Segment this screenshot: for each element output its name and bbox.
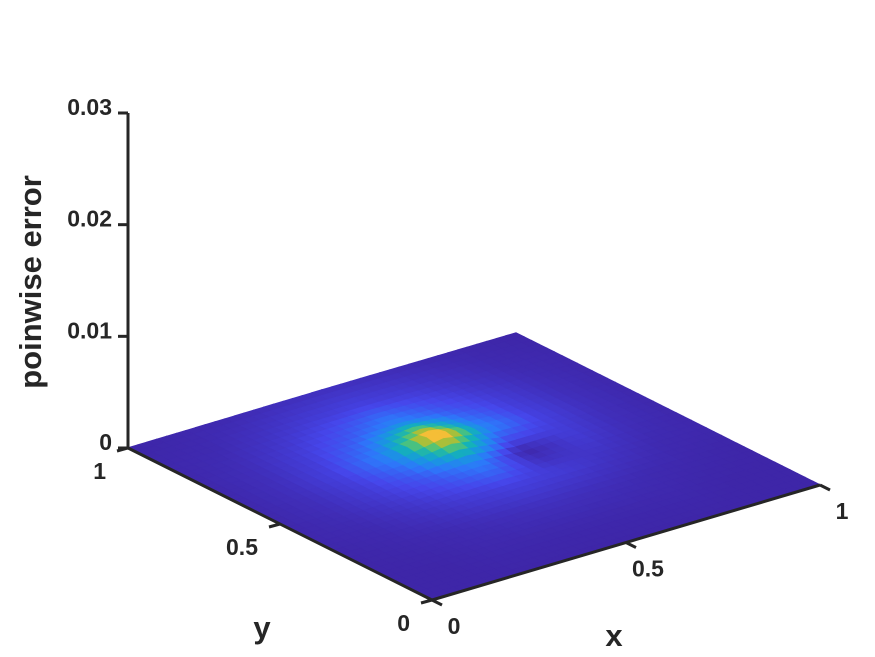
axes: 0 0.5 1 0 0.5 1 0 0.01 0.02 0.03: [67, 94, 848, 639]
y-tick-label: 0.5: [226, 534, 258, 560]
z-tick-label: 0.02: [67, 206, 112, 232]
y-tick-label: 0: [397, 610, 410, 636]
x-tick-label: 0: [448, 613, 461, 639]
y-axis-label: y: [253, 610, 271, 645]
surface: [126, 332, 822, 601]
z-tick-label: 0.01: [67, 317, 112, 343]
z-tick-label: 0.03: [67, 94, 112, 120]
x-tick: [431, 598, 443, 607]
x-tick: [625, 541, 637, 549]
x-tick: [819, 483, 831, 492]
x-axis-label: x: [605, 618, 623, 653]
y-tick-label: 1: [93, 458, 106, 484]
y-tick: [268, 522, 281, 529]
x-tick-label: 0.5: [632, 556, 664, 582]
y-tick: [420, 598, 433, 605]
z-axis-label: poinwise error: [13, 175, 48, 389]
x-tick-label: 1: [836, 498, 849, 524]
z-tick-label: 0: [99, 429, 112, 455]
